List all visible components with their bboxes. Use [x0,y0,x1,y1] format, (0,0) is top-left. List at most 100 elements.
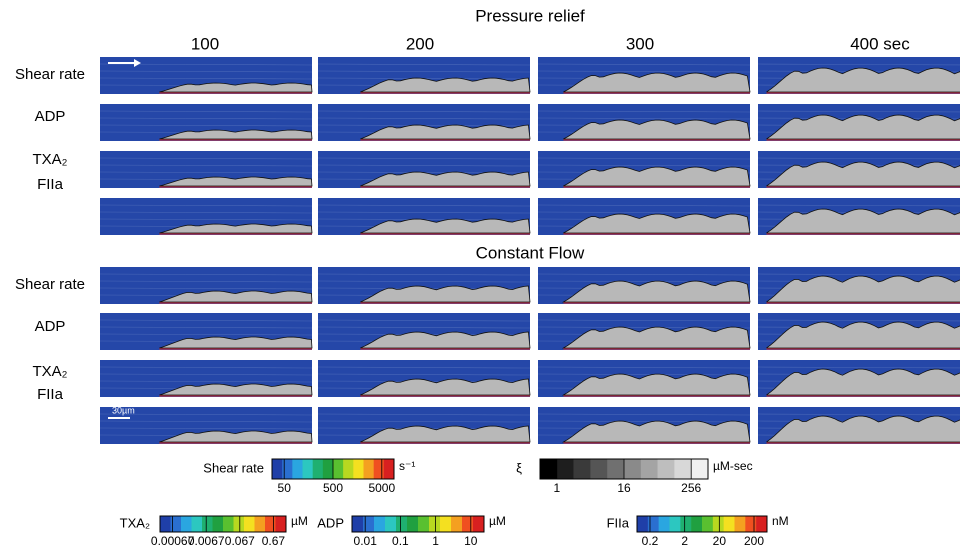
colorbar-tick-label: 1 [553,481,560,495]
sim-panel [757,198,960,235]
streamline [537,273,751,276]
row-label: TXA₂ [33,151,68,168]
colorbar-swatch [333,459,344,479]
sim-panel [757,360,960,397]
colorbar-swatch [396,516,408,532]
streamline [537,164,751,167]
streamline [317,110,531,113]
thrombus [360,378,531,396]
colorbar-swatch [244,516,255,532]
streamline [317,211,531,214]
streamline [317,280,531,283]
sim-panel [99,360,313,397]
streamline [757,204,960,207]
streamline [537,326,751,329]
thrombus [360,331,531,349]
colorbar-tick-label: 0.1 [392,534,409,548]
streamline [99,319,313,322]
row-label: FIIa [37,176,63,193]
streamline [99,427,313,430]
section-title: Pressure relief [475,6,585,25]
streamline [99,124,313,127]
streamline [317,273,531,276]
sim-panel [317,57,531,94]
colorbar-swatch [640,459,658,479]
colorbar-unit: µM [291,514,308,528]
sim-panel [99,57,313,94]
thrombus [360,171,531,187]
thrombus [159,176,313,187]
streamline [537,280,751,283]
streamline [537,420,751,423]
colorbar-unit: s⁻¹ [399,459,415,473]
thrombus [159,430,313,443]
streamline [99,373,313,376]
streamline [317,413,531,416]
colorbar-swatch [637,516,649,532]
sim-panel [99,267,313,304]
thrombus [766,415,960,443]
streamline [99,164,313,167]
sim-panel [99,198,313,235]
colorbar-tick-label: 10 [464,534,478,548]
colorbar-swatch [302,459,313,479]
colorbar-swatch [712,516,724,532]
thrombus [159,290,313,303]
streamline [757,413,960,416]
thrombus [360,425,531,443]
streamline [317,326,531,329]
thrombus [563,213,751,234]
sim-panel [317,104,531,141]
colorbar-tick-label: 0.67 [262,534,286,548]
streamline [317,420,531,423]
scale-bar-label: 30µm [112,405,135,415]
streamline [537,204,751,207]
streamline [537,211,751,214]
colorbar-swatch [212,516,224,532]
streamline [99,70,313,73]
streamline [317,373,531,376]
colorbar-label: ξ [516,460,522,475]
thrombus [563,72,751,93]
streamline [317,63,531,66]
colorbar-swatch [429,516,441,532]
colorbar-swatch [383,459,395,479]
colorbar-swatch [691,459,709,479]
colorbar-swatch [373,459,385,479]
colorbar-swatch [272,459,283,479]
colorbar-swatch [691,516,703,532]
streamline [99,77,313,80]
sim-panel [537,57,751,94]
colorbar-swatch [657,459,675,479]
colorbar-swatch [658,516,670,532]
colorbar-swatch [745,516,757,532]
colorbar-swatch [352,516,364,532]
row-label: TXA₂ [33,363,68,380]
colorbar-swatch [407,516,419,532]
colorbar-tick-label: 5000 [368,481,395,495]
colorbar-tick-label: 0.2 [642,534,659,548]
streamline [537,319,751,322]
colorbar-tick-label: 500 [323,481,343,495]
colorbar-label: FIIa [607,515,630,530]
colorbar-tick-label: 50 [278,481,292,495]
colorbar-unit: µM [489,514,506,528]
colorbar-swatch [191,516,203,532]
streamline [537,413,751,416]
colorbar-swatch [223,516,234,532]
thrombus [360,77,531,93]
colorbar-swatch [451,516,463,532]
colorbar-swatch [540,459,558,479]
colorbar-tick-label: 0.00067 [151,534,195,548]
thrombus [766,67,960,93]
colorbar-frame [351,515,485,533]
sim-panel [99,151,313,188]
thrombus [360,124,531,140]
colorbar-tick-label: 1 [432,534,439,548]
column-label: 100 [191,34,219,53]
sim-panel [317,151,531,188]
streamline [99,204,313,207]
streamline [537,373,751,376]
sim-panel [99,313,313,350]
streamline [757,110,960,113]
